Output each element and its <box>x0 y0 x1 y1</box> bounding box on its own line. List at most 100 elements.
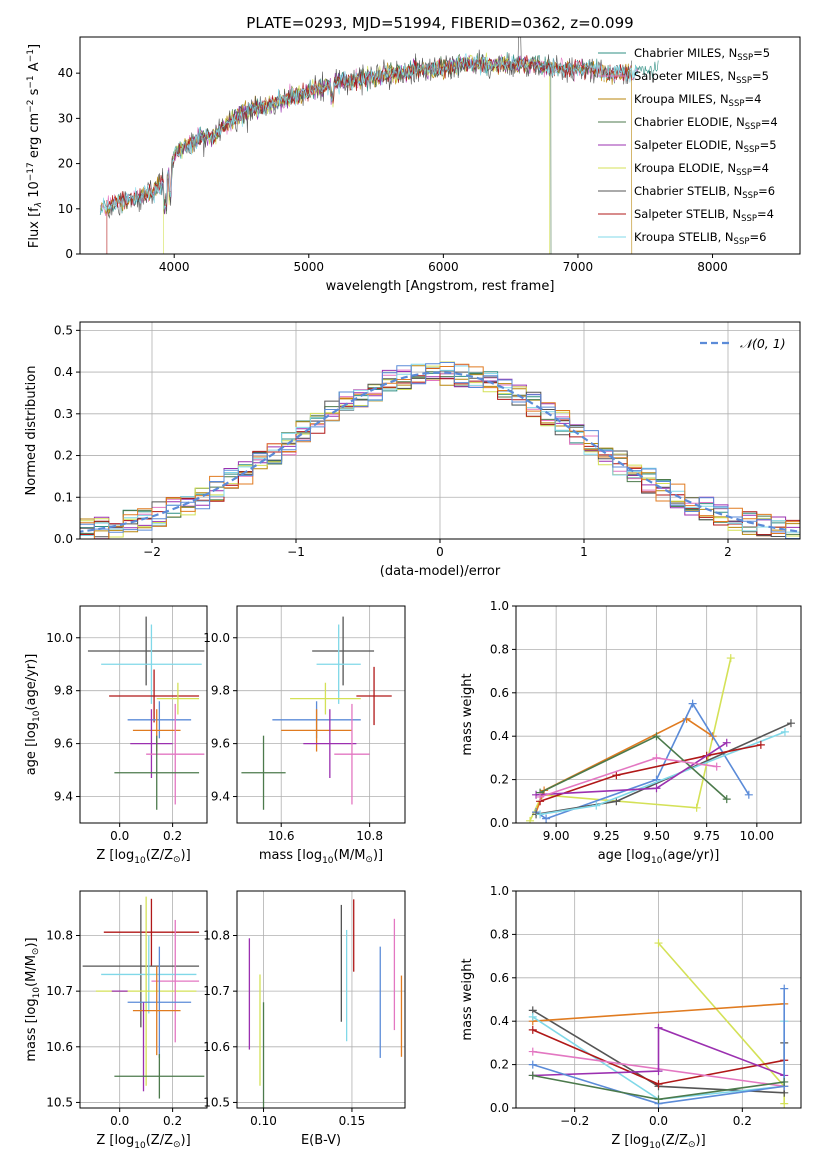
plot-area <box>528 939 789 1108</box>
point-marker <box>722 795 731 804</box>
x-tick-label: −2 <box>143 545 161 559</box>
point-marker <box>536 810 545 819</box>
y-tick-label: 0.0 <box>490 816 509 830</box>
gaussian-curve <box>80 371 800 533</box>
plot-area <box>82 896 205 1099</box>
x-tick-label: 0.0 <box>110 1114 129 1128</box>
point-marker <box>722 738 731 747</box>
weight-line <box>535 722 792 816</box>
y-tick-label: 0.1 <box>54 490 73 504</box>
weight-line <box>539 731 786 816</box>
x-tick-label: 8000 <box>697 260 728 274</box>
y-tick-label: 0.8 <box>490 642 509 656</box>
weight-line <box>539 757 717 798</box>
plot-area <box>526 654 795 823</box>
x-tick-label: 0 <box>436 545 444 559</box>
x-axis-label: E(B-V) <box>301 1133 341 1148</box>
axes-frame <box>79 605 208 824</box>
y-tick-label: 20 <box>58 157 73 171</box>
point-marker <box>692 803 701 812</box>
weight-line <box>532 1003 785 1022</box>
point-marker <box>688 699 697 708</box>
legend-label: 𝒩(0, 1) <box>740 336 786 351</box>
legend-label: Chabrier STELIB, NSSP=6 <box>634 184 775 201</box>
y-tick-label: 0.0 <box>490 1101 509 1115</box>
y-tick-label: 0.4 <box>54 365 73 379</box>
x-tick-label: 0.0 <box>649 1114 668 1128</box>
point-marker <box>652 753 661 762</box>
point-marker <box>542 814 551 823</box>
y-tick-label: 10.0 <box>203 631 230 645</box>
y-tick-label: 0.6 <box>490 686 509 700</box>
histogram-step <box>80 362 800 539</box>
point-marker <box>612 771 621 780</box>
y-tick-label: 0.4 <box>490 1014 509 1028</box>
weight-line <box>536 742 728 796</box>
x-tick-label: −0.2 <box>560 1114 589 1128</box>
x-axis-label: Z [log10(Z/Z⊙)] <box>96 1133 190 1151</box>
x-tick-label: 1 <box>580 545 588 559</box>
y-tick-label: 0.5 <box>54 323 73 337</box>
y-tick-label: 1.0 <box>490 884 509 898</box>
y-tick-label: 9.4 <box>211 790 230 804</box>
weight-line <box>657 942 785 1104</box>
axes-frame <box>515 605 802 824</box>
x-axis-label: mass [log10(M/M⊙)] <box>259 848 383 866</box>
y-tick-label: 0.2 <box>490 773 509 787</box>
y-tick-label: 9.6 <box>54 737 73 751</box>
point-marker <box>532 790 541 799</box>
x-tick-label: 9.00 <box>543 829 570 843</box>
x-tick-label: 5000 <box>294 260 325 274</box>
y-axis-label: Normed distribution <box>24 366 39 496</box>
axes-4: 9.00 9.25 9.50 9.75 10.00 0.0 0.2 0.4 0.6 0.8 1.0 a… <box>460 599 802 866</box>
y-tick-label: 10 <box>58 202 73 216</box>
y-tick-label: 10.6 <box>203 1040 230 1054</box>
x-tick-label: 6000 <box>428 260 459 274</box>
x-axis-label: wavelength [Angstrom, rest frame] <box>326 279 555 294</box>
point-marker <box>654 1095 663 1104</box>
point-marker <box>652 784 661 793</box>
plot-area <box>248 899 403 1108</box>
point-marker <box>780 1077 789 1086</box>
axes-frame <box>236 605 406 824</box>
x-tick-label: 0.0 <box>110 829 129 843</box>
point-marker <box>712 762 721 771</box>
y-tick-label: 40 <box>58 66 73 80</box>
axes-frame <box>79 890 208 1109</box>
point-marker <box>786 719 795 728</box>
y-axis-label-rich: Flux [fλ 10−17 erg cm−2 s−1 A−1] <box>26 44 44 248</box>
point-marker <box>528 1025 537 1034</box>
y-tick-label: 10.6 <box>46 1040 73 1054</box>
y-tick-label: 10.7 <box>46 984 73 998</box>
axes-7: −0.2 0.0 0.2 0.0 0.2 0.4 0.6 0.8 1.0 Z [log10(Z/Z… <box>460 884 802 1151</box>
x-tick-label: 10.8 <box>356 829 383 843</box>
y-tick-label: 10.0 <box>46 631 73 645</box>
y-tick-label: 0.6 <box>490 971 509 985</box>
weight-line <box>529 657 732 822</box>
spectrum-line <box>99 53 639 214</box>
y-axis-label: age [log10(age/yr)] <box>24 654 42 776</box>
axes-3: 10.6 10.8 9.4 9.6 9.8 10.0 mass [log10(M/M⊙)] <box>203 605 406 866</box>
legend-label: Salpeter MILES, NSSP=5 <box>634 69 769 86</box>
x-tick-label: 9.75 <box>693 829 720 843</box>
point-marker <box>654 1023 663 1032</box>
point-marker <box>726 654 735 663</box>
legend-label: Chabrier ELODIE, NSSP=4 <box>634 115 778 132</box>
spectrum-line <box>106 37 633 219</box>
y-tick-label: 1.0 <box>490 599 509 613</box>
axes-0: 4000 5000 6000 7000 8000 0 10 20 30 40 wavelength … <box>26 36 801 294</box>
x-axis-label: (data-model)/error <box>380 564 501 579</box>
x-axis-label: Z [log10(Z/Z⊙)] <box>96 848 190 866</box>
x-tick-label: 0.2 <box>733 1114 752 1128</box>
plot-area <box>99 37 659 254</box>
point-marker <box>652 732 661 741</box>
x-tick-label: −1 <box>287 545 305 559</box>
x-tick-label: 7000 <box>563 260 594 274</box>
point-marker <box>592 801 601 810</box>
point-marker <box>654 1080 663 1089</box>
x-tick-label: 0.10 <box>250 1114 277 1128</box>
legend-label: Kroupa ELODIE, NSSP=4 <box>634 161 769 178</box>
plot-area <box>241 616 392 810</box>
x-tick-label: 0.2 <box>163 1114 182 1128</box>
